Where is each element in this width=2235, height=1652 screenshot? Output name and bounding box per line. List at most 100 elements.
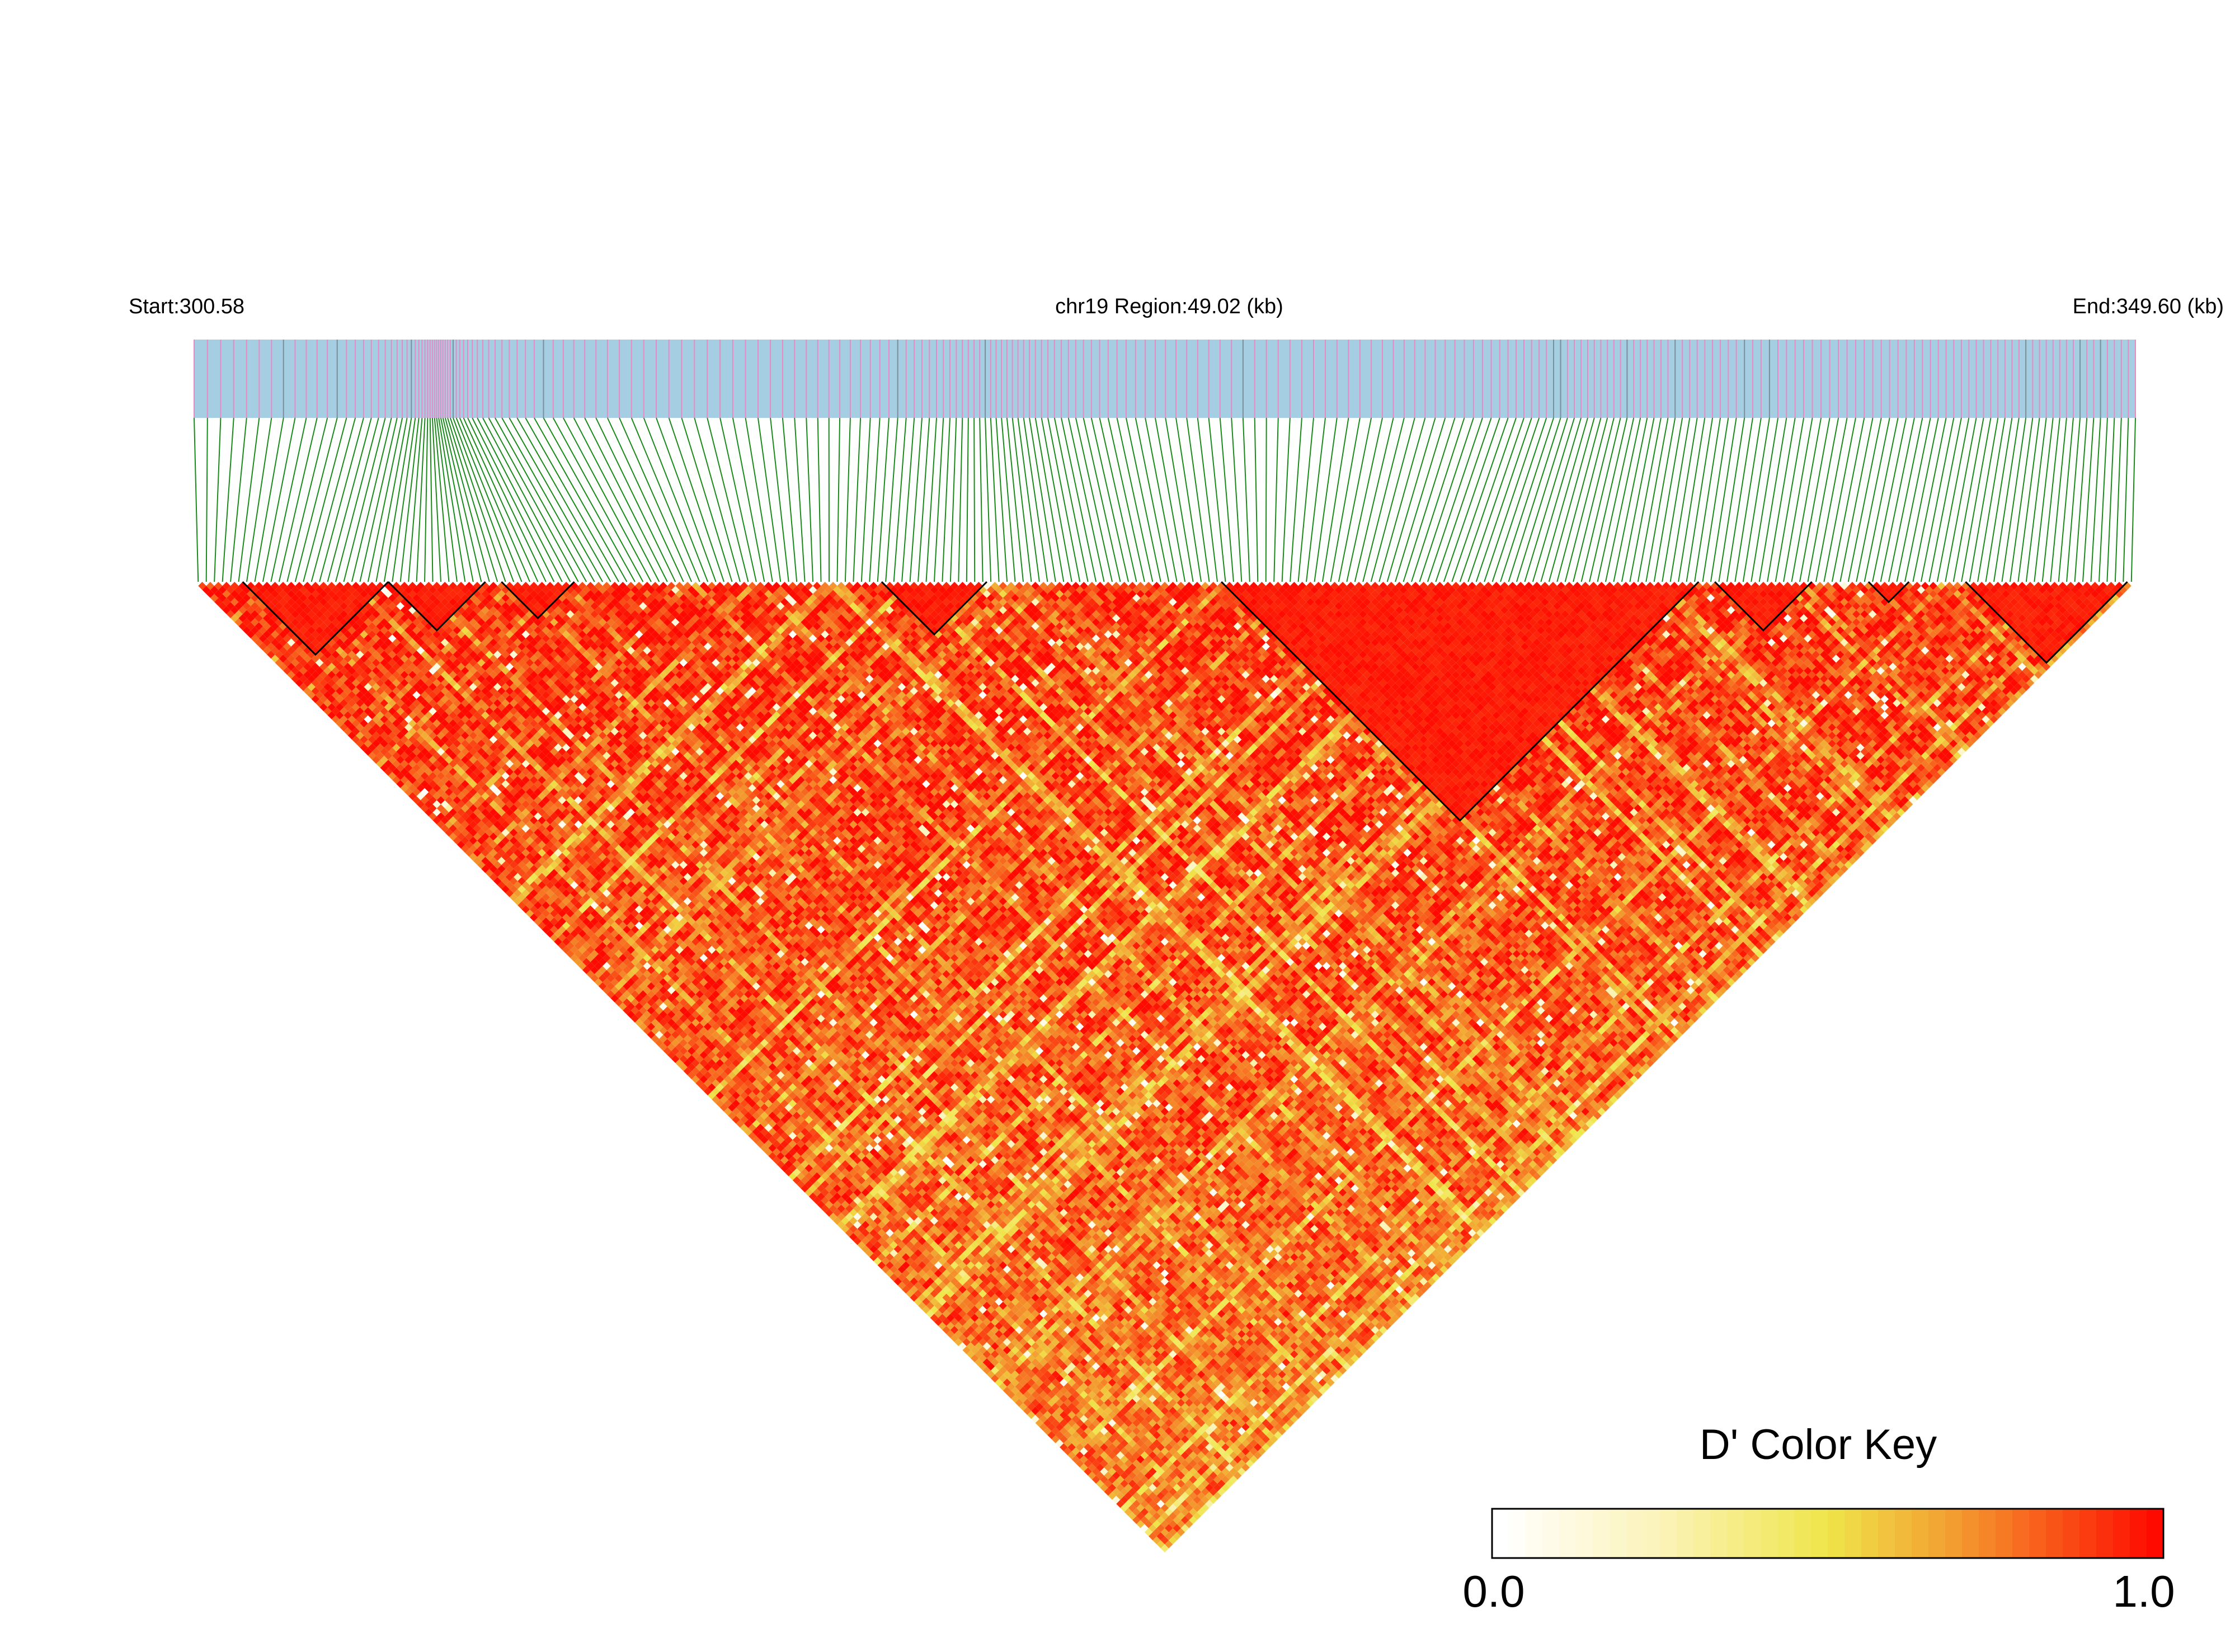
ld-cell	[311, 686, 320, 695]
snp-marker	[1720, 340, 1721, 418]
snp-connector	[1864, 417, 1899, 582]
ld-cell	[376, 760, 384, 768]
snp-connector	[1799, 417, 1831, 582]
ld-cell	[1075, 1443, 1084, 1452]
snp-connector	[310, 417, 356, 582]
snp-connector	[877, 417, 890, 582]
ld-cell	[299, 683, 308, 691]
ld-cell	[505, 873, 514, 881]
ld-cell	[436, 820, 445, 829]
ld-cell	[392, 760, 401, 768]
ld-cell	[841, 1216, 850, 1225]
ld-cell	[429, 804, 437, 813]
snp-marker	[1336, 340, 1338, 418]
snp-marker	[1897, 340, 1899, 418]
ld-cell	[303, 686, 312, 695]
snp-marker	[967, 340, 969, 418]
ld-cell	[797, 1164, 805, 1173]
snp-connector	[745, 417, 773, 582]
ld-cell	[1071, 1439, 1080, 1448]
ld-cell	[768, 1136, 777, 1144]
ld-cell	[493, 869, 502, 877]
ld-cell	[311, 695, 320, 703]
snp-connector	[516, 417, 611, 582]
snp-marker	[1047, 340, 1049, 418]
ld-cell	[445, 812, 453, 821]
snp-connector	[238, 417, 260, 582]
snp-connector	[278, 417, 318, 582]
snp-connector	[1718, 417, 1745, 582]
ld-cell	[287, 646, 295, 655]
ld-cell	[319, 695, 328, 703]
ld-cell	[590, 966, 599, 975]
snp-marker	[1864, 340, 1865, 418]
snp-marker	[2032, 340, 2034, 418]
ld-cell	[234, 618, 243, 627]
ld-cell	[1003, 1370, 1011, 1379]
ld-cell	[356, 715, 364, 724]
snp-connector	[2050, 417, 2067, 582]
snp-connector	[424, 417, 429, 582]
ld-cell	[279, 646, 288, 655]
ld-cell	[550, 925, 558, 934]
ld-cell	[509, 893, 518, 902]
ld-cell	[429, 796, 437, 804]
snp-marker	[2052, 340, 2054, 418]
ld-cell	[279, 655, 288, 663]
ld-cell	[671, 1055, 680, 1063]
ld-cell	[829, 1204, 837, 1213]
snp-connector	[1847, 417, 1882, 582]
ld-cell	[574, 949, 582, 958]
ld-cell	[893, 1269, 902, 1278]
ld-cell	[372, 739, 380, 748]
snp-connector	[230, 417, 247, 582]
snp-marker	[1997, 340, 1999, 418]
ld-cell	[833, 1216, 841, 1225]
ld-cell	[724, 1099, 732, 1108]
snp-marker	[1613, 340, 1615, 418]
ld-cell	[687, 1071, 696, 1080]
ld-cell	[226, 594, 235, 603]
snp-marker	[839, 340, 841, 418]
ld-cell	[416, 776, 425, 784]
ld-cell	[813, 1196, 821, 1205]
ld-cell	[857, 1232, 866, 1241]
ld-cell	[999, 1382, 1008, 1391]
ld-cell	[582, 966, 591, 975]
snp-connector	[495, 417, 587, 582]
ld-cell	[542, 917, 550, 926]
ld-cell	[975, 1342, 983, 1350]
ld-cell	[238, 622, 247, 630]
snp-marker	[2093, 340, 2095, 418]
snp-connector	[1694, 417, 1721, 582]
snp-marker	[258, 340, 260, 418]
ld-cell	[368, 743, 377, 752]
ld-cell	[1096, 1471, 1104, 1480]
snp-marker	[1312, 340, 1314, 418]
ld-cell	[732, 1099, 740, 1108]
ld-cell	[453, 820, 462, 829]
ld-cell	[768, 1152, 777, 1160]
ld-cell	[659, 1034, 667, 1043]
ld-cell	[505, 881, 514, 889]
snp-marker	[985, 340, 986, 418]
snp-connector	[1605, 417, 1641, 582]
snp-marker	[888, 340, 890, 418]
snp-marker	[1560, 340, 1561, 418]
ld-cell	[230, 614, 239, 623]
snp-connector	[1197, 417, 1218, 582]
ld-cell	[246, 622, 255, 630]
snp-marker	[1006, 340, 1008, 418]
ld-cell	[845, 1212, 854, 1221]
ld-cell	[1156, 1532, 1165, 1541]
ld-cell	[736, 1119, 745, 1128]
ld-cell	[319, 686, 328, 695]
snp-connector	[392, 417, 416, 582]
snp-connector	[367, 417, 403, 582]
snp-marker	[1633, 340, 1635, 418]
snp-connector	[2058, 417, 2074, 582]
ld-cell	[400, 784, 409, 792]
ld-cell	[890, 1257, 898, 1265]
snp-connector	[1061, 417, 1097, 582]
snp-connector	[1186, 417, 1210, 582]
